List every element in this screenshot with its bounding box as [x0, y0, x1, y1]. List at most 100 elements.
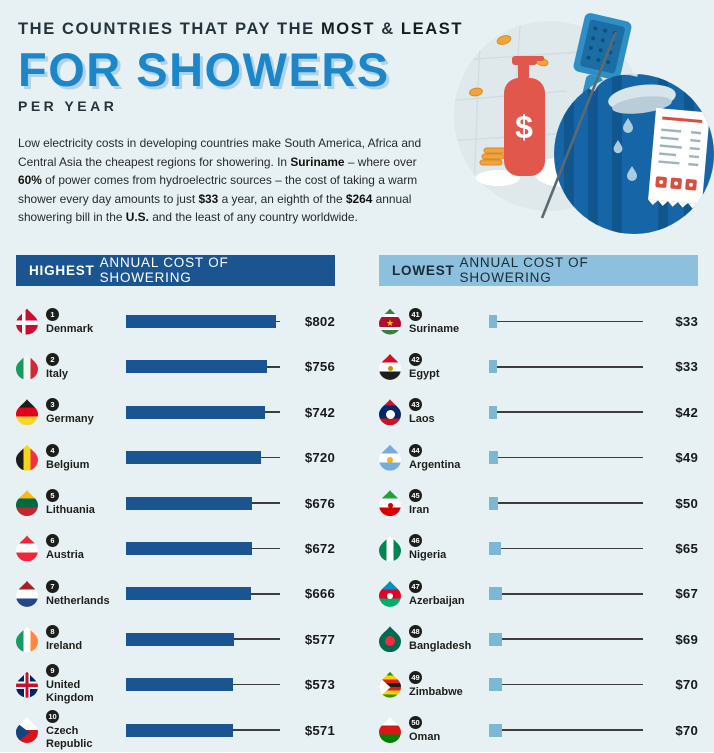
text-segment: of power comes from hydroelectric source…	[18, 173, 418, 206]
cost-bar	[489, 632, 502, 646]
text-segment: MOST	[320, 20, 376, 38]
country-name: Ireland	[46, 640, 83, 653]
bar-track	[126, 723, 289, 737]
cost-value: $577	[304, 631, 335, 647]
bar-track	[489, 360, 652, 374]
lowest-column: LOWEST ANNUAL COST OF SHOWERING 41 Surin…	[379, 254, 698, 753]
cost-value: $720	[304, 450, 335, 466]
text-segment: 60%	[18, 173, 42, 188]
flag-nigeria	[379, 535, 401, 561]
bar-track	[126, 632, 289, 646]
rank-badge: 42	[409, 352, 422, 366]
cost-bar	[126, 678, 234, 692]
cost-value: $69	[675, 631, 698, 647]
shower-illustration: $	[454, 13, 714, 234]
text-segment: U.S.	[125, 210, 149, 225]
cost-bar	[126, 541, 252, 555]
country-name: Nigeria	[409, 549, 447, 562]
bar-track	[489, 723, 652, 737]
bar-track	[489, 405, 652, 419]
rank-badge: 5	[46, 489, 59, 503]
white-wedge-emblem	[379, 672, 401, 698]
flag-iran	[379, 490, 401, 516]
country-row: 8 Ireland $577	[16, 617, 335, 662]
flag-czech-republic	[16, 717, 38, 743]
cost-value: $676	[304, 495, 335, 511]
connector-line	[276, 320, 280, 323]
connector-line	[502, 729, 643, 731]
country-row: 7 Netherlands $666	[16, 571, 335, 616]
country-row: 43 Laos $42	[379, 390, 698, 435]
cost-value: $42	[675, 404, 698, 420]
flag-italy	[16, 354, 38, 380]
cost-value: $33	[675, 314, 698, 329]
text-segment: annual showering bill in the	[18, 191, 412, 225]
highest-rows: 1 Denmark $802 2 Italy $756 3 Germany	[16, 299, 335, 753]
water-drops-icon	[613, 118, 637, 181]
country-name: Bangladesh	[409, 640, 472, 653]
text-segment: &	[375, 20, 401, 38]
cost-value: $756	[304, 359, 335, 375]
page-subtitle: PER YEAR	[18, 98, 118, 114]
connector-line	[501, 593, 643, 595]
connector-line	[233, 638, 280, 641]
rank-badge: 49	[409, 670, 422, 684]
rank-badge: 9	[46, 664, 59, 678]
country-row: 50 Oman $70	[379, 707, 698, 752]
flag-ireland	[16, 626, 38, 652]
bar-track	[126, 315, 289, 328]
country-name: Azerbaijan	[409, 594, 465, 607]
text-segment: $33	[198, 191, 219, 206]
connector-line	[252, 502, 280, 504]
rank-badge: 43	[409, 398, 422, 412]
connector-line	[267, 366, 280, 368]
cost-value: $571	[304, 722, 335, 738]
country-name: Laos	[409, 413, 435, 426]
cost-bar	[126, 360, 268, 374]
rank-badge: 44	[409, 443, 422, 457]
country-name: Lithuania	[46, 504, 95, 517]
cost-value: $50	[675, 495, 698, 511]
cost-bar	[489, 405, 497, 419]
cost-value: $666	[304, 586, 335, 602]
cost-value: $573	[304, 677, 335, 693]
rank-badge: 41	[409, 307, 422, 321]
cost-bar	[489, 723, 503, 737]
rank-badge: 47	[409, 579, 422, 593]
receipt-icon	[648, 107, 710, 209]
cost-bar	[126, 632, 234, 646]
cost-bar	[489, 587, 502, 601]
cost-bar	[489, 678, 503, 692]
bar-track	[489, 587, 652, 601]
country-name: Denmark	[46, 322, 94, 335]
rank-badge: 45	[409, 489, 422, 503]
yellow-star-emblem	[379, 309, 401, 335]
country-row: 10 Czech Republic $571	[16, 707, 335, 752]
country-row: 42 Egypt $33	[379, 344, 698, 389]
rank-badge: 2	[46, 352, 59, 366]
text-segment: a year, an eighth of the	[218, 191, 346, 206]
flag-zimbabwe	[379, 672, 401, 698]
flag-bangladesh	[379, 626, 401, 652]
country-name: Egypt	[409, 367, 440, 380]
cost-bar	[489, 541, 502, 555]
text-segment: Low electricity costs in developing coun…	[18, 136, 422, 169]
bar-track	[126, 405, 289, 419]
svg-text:$: $	[515, 109, 533, 145]
flag-lithuania	[16, 490, 38, 516]
country-name: Argentina	[409, 458, 461, 471]
flag-netherlands	[16, 581, 38, 607]
country-row: 49 Zimbabwe $70	[379, 662, 698, 707]
flag-austria	[16, 535, 38, 561]
rank-badge: 7	[46, 579, 59, 593]
gold-dot-emblem	[379, 354, 401, 380]
country-name: Oman	[409, 731, 441, 744]
cost-bar	[489, 496, 499, 510]
country-name: Germany	[46, 413, 94, 426]
text-segment: THE COUNTRIES THAT PAY THE	[18, 20, 321, 38]
white-circle-emblem	[379, 399, 401, 425]
text-segment: Suriname	[290, 154, 345, 169]
connector-line	[232, 729, 280, 731]
connector-line	[498, 502, 643, 504]
